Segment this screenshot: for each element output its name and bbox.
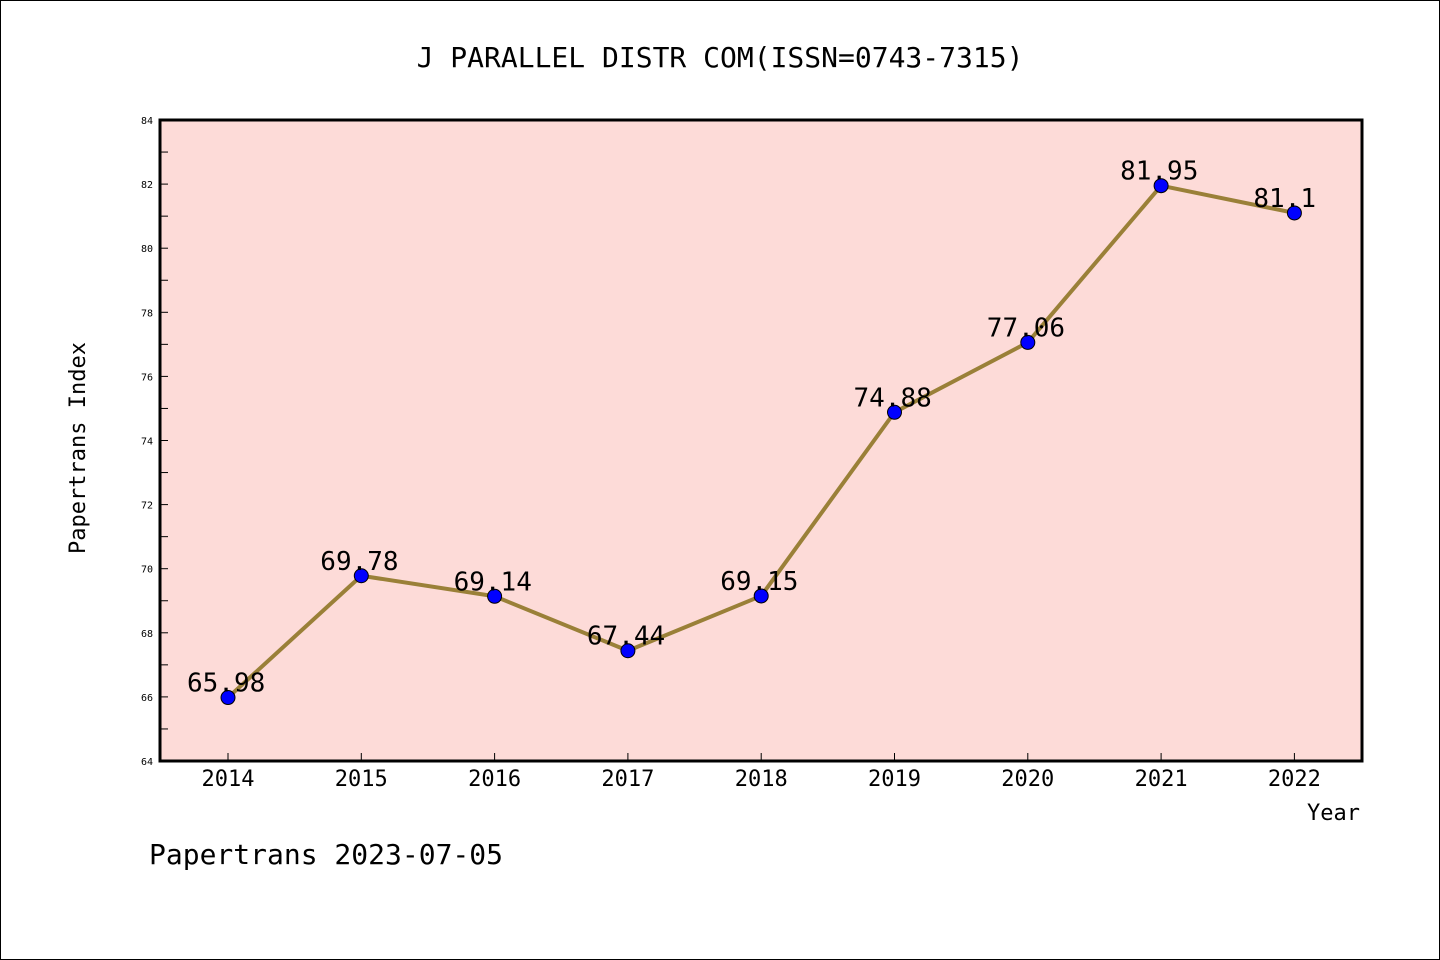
data-point: [353, 568, 369, 584]
series-segment: [226, 573, 364, 700]
data-label: 69.14: [454, 567, 532, 597]
data-label: 77.06: [987, 313, 1065, 343]
y-tick-label: 82: [141, 180, 153, 191]
series-segment: [359, 573, 497, 599]
y-axis-title: Papertrans Index: [66, 342, 91, 554]
data-point: [887, 404, 902, 420]
y-tick-label: 84: [141, 116, 153, 127]
footer-text: Papertrans 2023-07-05: [149, 838, 503, 871]
data-point: [620, 643, 636, 659]
series-segment: [492, 594, 630, 653]
y-tick-label: 74: [141, 437, 153, 448]
data-point: [753, 588, 769, 604]
chart-title: J PARALLEL DISTR COM(ISSN=0743-7315): [417, 41, 1024, 74]
series-segment: [1025, 183, 1164, 345]
x-tick-label: 2022: [1268, 767, 1321, 792]
y-tick-label: 78: [141, 308, 153, 319]
x-tick-label: 2015: [335, 767, 388, 792]
data-label: 69.78: [320, 547, 398, 577]
data-labels: 65.98 69.78 69.14 67.44 69.15 74.88 77.06 81.95…: [187, 157, 1316, 699]
data-label: 74.88: [854, 383, 932, 413]
y-tick-label: 64: [141, 757, 153, 768]
x-tick-label: 2014: [202, 767, 255, 792]
data-label: 81.95: [1120, 157, 1198, 187]
data-point: [1286, 205, 1302, 221]
x-axis-title: Year: [1307, 801, 1360, 826]
data-label: 81.1: [1253, 184, 1316, 214]
data-point: [1153, 178, 1169, 194]
x-tick-label: 2016: [468, 767, 521, 792]
data-markers: [220, 178, 1302, 706]
y-tick-label: 68: [141, 629, 153, 640]
series-segment: [759, 410, 897, 598]
x-axis-ticks: 2014 2015 2016 2017 2018 2019 2020 2021 2022: [202, 753, 1321, 792]
x-tick-label: 2018: [735, 767, 788, 792]
data-point: [220, 690, 236, 706]
y-tick-label: 66: [141, 693, 153, 704]
data-label: 67.44: [587, 622, 665, 652]
data-label: 69.15: [720, 567, 798, 597]
x-tick-label: 2017: [601, 767, 654, 792]
series-segment: [1159, 183, 1297, 215]
x-tick-label: 2021: [1135, 767, 1188, 792]
x-tick-label: 2020: [1001, 767, 1054, 792]
series-segment: [892, 340, 1030, 415]
data-label: 65.98: [187, 669, 265, 699]
series-segment: [625, 593, 764, 653]
data-point: [487, 588, 503, 604]
y-tick-label: 76: [141, 372, 153, 383]
y-axis-ticks: 64 66 68 70 72 74 76 78 80 82 84: [141, 116, 168, 768]
series-line-group: [226, 183, 1297, 700]
y-tick-label: 70: [141, 565, 153, 576]
y-tick-label: 72: [141, 501, 153, 512]
plot-area: [158, 118, 1364, 763]
data-point: [1020, 334, 1036, 350]
x-tick-label: 2019: [868, 767, 921, 792]
y-tick-label: 80: [141, 244, 153, 255]
